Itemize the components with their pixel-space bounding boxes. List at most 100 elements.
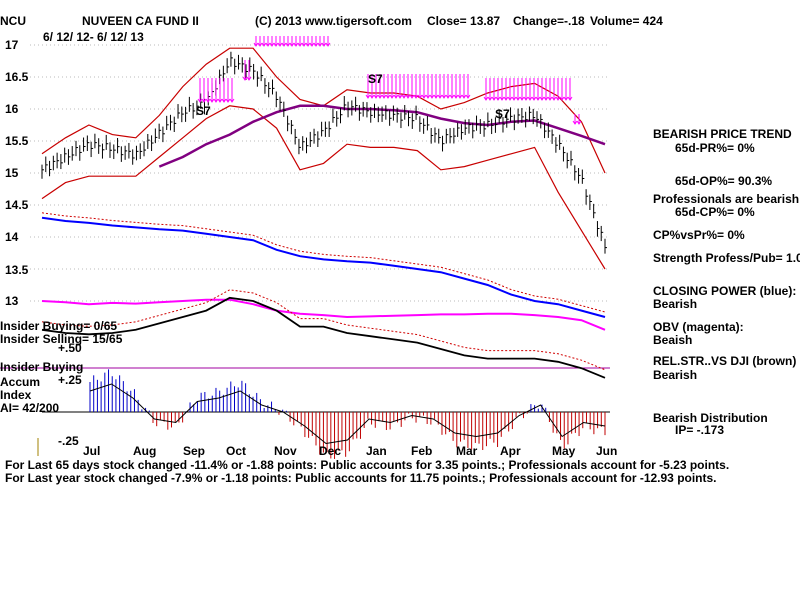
sell-arrow-head — [273, 42, 279, 47]
sell-arrow-head — [257, 42, 263, 47]
ytick-label: 16 — [5, 102, 19, 116]
sell-arrow-head — [539, 96, 545, 101]
index-label: Index — [0, 388, 32, 402]
cp-value: Bearish — [653, 297, 698, 311]
sell-arrow-head — [321, 42, 327, 47]
month-label: May — [552, 444, 576, 458]
signals — [197, 36, 582, 125]
signal-label: S7 — [196, 104, 211, 118]
sell-arrow-head — [487, 96, 493, 101]
sell-arrow-head — [277, 42, 283, 47]
month-label: Sep — [183, 444, 206, 458]
ytick-label: 14.5 — [5, 198, 29, 212]
sell-arrow-head — [421, 94, 427, 99]
sell-arrow-head — [373, 94, 379, 99]
sell-arrow-head — [213, 98, 219, 103]
close-value: Close= 13.87 — [427, 14, 501, 28]
price-bars — [41, 51, 607, 254]
sell-arrow-head — [369, 94, 375, 99]
month-label: Apr — [500, 444, 521, 458]
sell-arrow-head — [523, 96, 529, 101]
sell-arrow-head — [491, 96, 497, 101]
cp-title: CLOSING POWER (blue): — [653, 284, 797, 298]
ytick-label: 13.5 — [5, 263, 29, 277]
sell-arrow-head — [261, 42, 267, 47]
ytick-label: 15 — [5, 166, 19, 180]
change-value: Change=-.18 — [513, 14, 585, 28]
dist-title: Bearish Distribution — [653, 411, 768, 425]
insider-buying-label: Insider Buying — [0, 360, 84, 374]
month-label: Mar — [456, 444, 478, 458]
sell-arrow-head — [285, 42, 291, 47]
sell-arrow-head — [246, 76, 252, 81]
sell-arrow-head — [461, 94, 467, 99]
sell-arrow-head — [572, 120, 578, 125]
prof-bearish-text: Professionals are bearish — [653, 192, 800, 206]
sell-arrow-head — [563, 96, 569, 101]
sell-arrow-head — [547, 96, 553, 101]
sell-arrow-head — [499, 96, 505, 101]
cp-text: 65d-CP%= 0% — [675, 205, 755, 219]
series-line-closing-power-blue- — [41, 216, 606, 318]
sell-arrow-head — [567, 96, 573, 101]
sell-arrow-head — [445, 94, 451, 99]
sell-arrow-head — [555, 96, 561, 101]
sell-arrow-head — [405, 94, 411, 99]
obv-value: Beaish — [653, 333, 693, 347]
month-label: Jun — [596, 444, 618, 458]
sell-arrow-head — [229, 98, 235, 103]
month-label: Jan — [366, 444, 387, 458]
sell-arrow-head — [281, 42, 287, 47]
sell-arrow-head — [425, 94, 431, 99]
sell-arrow-head — [265, 42, 271, 47]
sell-arrow-head — [385, 94, 391, 99]
sell-arrow-head — [225, 98, 231, 103]
chart-lines — [41, 47, 606, 379]
sell-arrow-head — [531, 96, 537, 101]
sell-arrow-head — [576, 120, 582, 125]
cp-ma-line — [41, 212, 606, 313]
accum-tick-label: -.25 — [58, 434, 79, 448]
accum-bars — [89, 369, 606, 459]
series-line-obv-magenta- — [41, 298, 606, 331]
sell-arrow-head — [437, 94, 443, 99]
sell-arrow-head — [201, 98, 207, 103]
sell-arrow-head — [305, 42, 311, 47]
sell-arrow-head — [289, 42, 295, 47]
strength-text: Strength Profess/Pub= 1.0 — [653, 251, 800, 265]
sell-arrow-head — [365, 94, 371, 99]
sell-arrow-head — [209, 98, 215, 103]
volume-value: Volume= 424 — [590, 14, 663, 28]
sell-arrow-head — [301, 42, 307, 47]
signal-label: S7 — [495, 107, 510, 121]
insider-buying-text: Insider Buying= 0/65 — [0, 319, 118, 333]
sell-arrow-head — [519, 96, 525, 101]
sell-arrow-head — [377, 94, 383, 99]
ticker-label: NCU — [0, 14, 26, 28]
cpvspr-text: CP%vsPr%= 0% — [653, 228, 745, 242]
sell-arrow-head — [543, 96, 549, 101]
ytick-label: 14 — [5, 230, 19, 244]
sell-arrow-head — [313, 42, 319, 47]
footer-line-1: For Last 65 days stock changed -11.4% or… — [5, 458, 730, 472]
sell-arrow-head — [397, 94, 403, 99]
sell-arrow-head — [317, 42, 323, 47]
sell-arrow-head — [253, 42, 259, 47]
sell-arrow-head — [507, 96, 513, 101]
op-text: 65d-OP%= 90.3% — [675, 174, 773, 188]
ytick-label: 15.5 — [5, 134, 29, 148]
obv-title: OBV (magenta): — [653, 320, 744, 334]
sell-arrow-head — [269, 42, 275, 47]
sell-arrow-head — [221, 98, 227, 103]
month-label: Dec — [319, 444, 342, 458]
sell-arrow-head — [217, 98, 223, 103]
month-label: Oct — [226, 444, 247, 458]
series-line-rel-str-vs-dji — [41, 296, 606, 379]
sell-arrow-head — [453, 94, 459, 99]
month-label: Aug — [133, 444, 157, 458]
sell-arrow-head — [401, 94, 407, 99]
ytick-label: 13 — [5, 294, 19, 308]
pr-text: 65d-PR%= 0% — [675, 141, 755, 155]
sell-arrow-head — [551, 96, 557, 101]
fund-name: NUVEEN CA FUND II — [82, 14, 199, 28]
